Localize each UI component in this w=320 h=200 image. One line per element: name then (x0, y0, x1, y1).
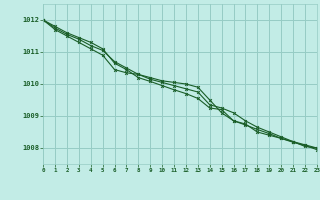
Text: Graphe pression niveau de la mer (hPa): Graphe pression niveau de la mer (hPa) (72, 185, 248, 194)
